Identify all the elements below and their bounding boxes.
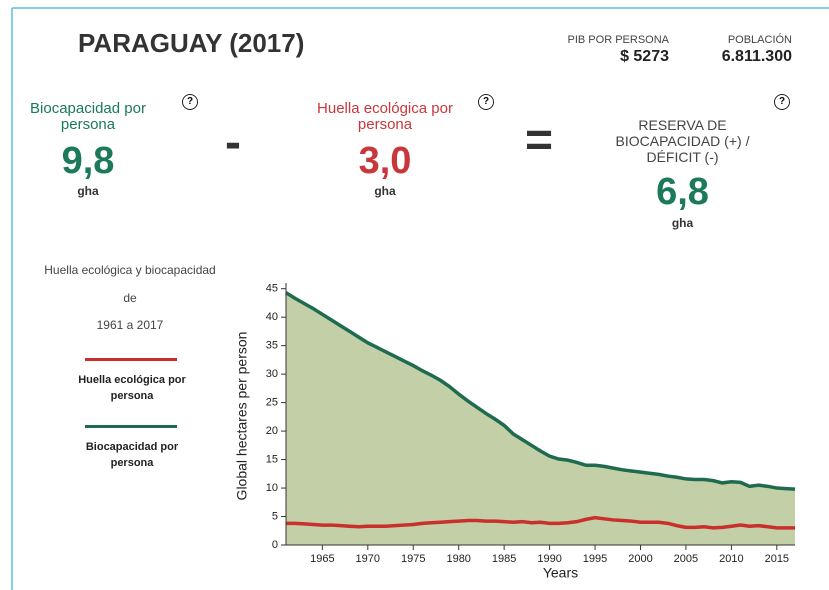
x-tick-label: 1995 bbox=[583, 553, 607, 565]
y-tick-label: 5 bbox=[272, 510, 278, 522]
help-button[interactable]: ? bbox=[478, 94, 494, 110]
x-tick-label: 1980 bbox=[446, 553, 470, 565]
y-tick-label: 15 bbox=[266, 453, 278, 465]
area-fill bbox=[286, 292, 795, 545]
equals: = bbox=[525, 114, 554, 167]
x-tick-label: 2000 bbox=[628, 553, 652, 565]
y-tick-label: 45 bbox=[266, 283, 278, 295]
reserve-value: 6,8 bbox=[656, 171, 709, 213]
legend-swatch bbox=[85, 358, 177, 361]
x-tick-label: 1970 bbox=[356, 553, 380, 565]
footprint-value: 3,0 bbox=[358, 140, 412, 182]
x-tick-label: 1975 bbox=[401, 553, 425, 565]
y-axis-label: Global hectares per person bbox=[234, 332, 250, 501]
biocapacity-unit: gha bbox=[77, 184, 99, 198]
y-tick-label: 25 bbox=[266, 397, 278, 409]
x-tick-label: 2015 bbox=[765, 553, 789, 565]
y-tick-label: 30 bbox=[266, 368, 278, 380]
footprint-unit: gha bbox=[374, 184, 396, 198]
biocapacity-label: Biocapacidad por persona bbox=[30, 100, 146, 133]
legend-label: Biocapacidad por persona bbox=[85, 441, 179, 469]
reserve-label: RESERVA DE BIOCAPACIDAD (+) / DÉFICIT (-… bbox=[615, 117, 750, 165]
title: PARAGUAY (2017) bbox=[78, 28, 305, 58]
x-tick-label: 1990 bbox=[537, 553, 561, 565]
gdp-label: PIB POR PERSONA bbox=[567, 34, 669, 46]
x-tick-label: 1985 bbox=[492, 553, 516, 565]
x-tick-label: 2010 bbox=[719, 553, 743, 565]
population-value: 6.811.300 bbox=[721, 48, 792, 65]
x-tick-label: 2005 bbox=[674, 553, 698, 565]
side-text: Huella ecológica y biocapacidad bbox=[44, 263, 216, 277]
y-tick-label: 35 bbox=[266, 340, 278, 352]
series-line bbox=[285, 291, 796, 491]
gdp-value: $ 5273 bbox=[620, 48, 669, 65]
minus: - bbox=[225, 116, 241, 169]
help-button[interactable]: ? bbox=[774, 94, 790, 110]
y-tick-label: 10 bbox=[266, 482, 278, 494]
side-text: de bbox=[123, 291, 137, 305]
x-tick-label: 1965 bbox=[310, 553, 334, 565]
x-axis-label: Years bbox=[543, 565, 578, 581]
side-text: 1961 a 2017 bbox=[96, 318, 164, 332]
help-button[interactable]: ? bbox=[182, 94, 198, 110]
legend-swatch bbox=[85, 425, 177, 428]
y-tick-label: 0 bbox=[272, 539, 278, 551]
legend-label: Huella ecológica por persona bbox=[78, 374, 186, 402]
y-tick-label: 40 bbox=[266, 311, 278, 323]
y-tick-label: 20 bbox=[266, 425, 278, 437]
biocapacity-value: 9,8 bbox=[61, 140, 115, 182]
population-label: POBLACIÓN bbox=[727, 34, 792, 46]
series-line bbox=[286, 515, 795, 530]
footprint-label: Huella ecológica por persona bbox=[317, 100, 453, 133]
reserve-unit: gha bbox=[671, 216, 694, 230]
